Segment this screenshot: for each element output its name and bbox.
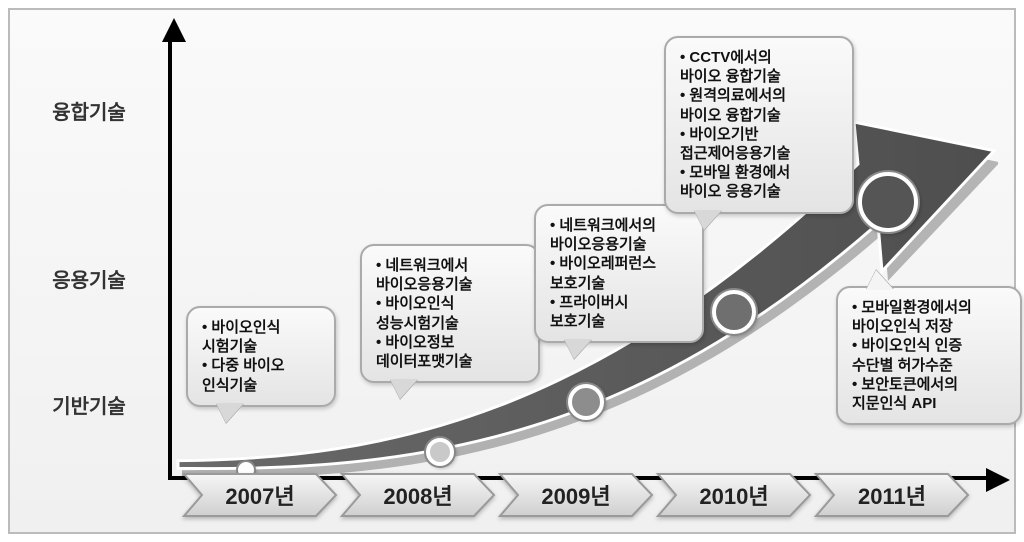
year-label: 2009년 <box>541 479 610 511</box>
bubble-line: 수단별 허가수준 <box>852 357 953 374</box>
bubble-item: 바이오정보데이터포맷기술 <box>376 333 526 371</box>
bubble-line: 원격의료에서의 <box>689 87 786 104</box>
bubble-line: 바이오레퍼런스 <box>559 255 656 272</box>
diagram-frame: 융합기술 응용기술 기반기술 <box>8 8 1016 534</box>
bubble-line: 바이오인식 인증 <box>861 337 962 354</box>
year-chevron: 2009년 <box>498 472 654 518</box>
bubble-list: 네트워크에서바이오응용기술바이오인식성능시험기술바이오정보데이터포맷기술 <box>376 256 526 371</box>
bubble-item: 프라이버시보호기술 <box>550 293 690 331</box>
bubble-list: 모바일환경에서의바이오인식 저장바이오인식 인증수단별 허가수준보안토큰에서의지… <box>852 298 1008 413</box>
category-label: 기반기술 <box>24 372 154 436</box>
bubble-line: 보안토큰에서의 <box>861 376 958 393</box>
bubble-list: 바이오인식시험기술다중 바이오인식기술 <box>202 318 322 395</box>
bubble-item: 바이오기반접근제어응용기술 <box>680 125 840 163</box>
bubble-line: 다중 바이오 <box>211 357 284 374</box>
category-label: 응용기술 <box>24 246 154 310</box>
bubble-line: 인식기술 <box>202 377 257 394</box>
callout-bubble: 네트워크에서의바이오응용기술바이오레퍼런스보호기술프라이버시보호기술 <box>534 204 704 343</box>
curve-node <box>568 384 604 420</box>
y-axis <box>168 40 172 480</box>
bubble-item: 다중 바이오인식기술 <box>202 356 322 394</box>
category-text: 응용기술 <box>52 264 126 293</box>
bubble-item: 바이오인식성능시험기술 <box>376 294 526 332</box>
bubble-item: 보안토큰에서의지문인식 API <box>852 375 1008 413</box>
callout-bubble: 모바일환경에서의바이오인식 저장바이오인식 인증수단별 허가수준보안토큰에서의지… <box>836 286 1022 425</box>
bubble-item: 바이오레퍼런스보호기술 <box>550 254 690 292</box>
bubble-item: 원격의료에서의바이오 융합기술 <box>680 86 840 124</box>
bubble-item: 네트워크에서의바이오응용기술 <box>550 216 690 254</box>
bubble-line: 바이오기반 <box>689 126 758 143</box>
bubble-line: 접근제어응용기술 <box>680 145 790 162</box>
bubble-item: 바이오인식시험기술 <box>202 318 322 356</box>
bubble-line: 보호기술 <box>550 275 605 292</box>
bubble-line: 바이오인식 저장 <box>852 318 953 335</box>
bubble-item: 바이오인식 인증수단별 허가수준 <box>852 336 1008 374</box>
bubble-list: 네트워크에서의바이오응용기술바이오레퍼런스보호기술프라이버시보호기술 <box>550 216 690 331</box>
year-label: 2011년 <box>858 479 926 511</box>
curve-node <box>712 290 756 334</box>
bubble-line: 바이오 융합기술 <box>680 68 781 85</box>
year-label: 2007년 <box>225 479 294 511</box>
bubble-line: 네트워크에서의 <box>559 217 656 234</box>
bubble-line: 시험기술 <box>202 338 257 355</box>
bubble-line: 바이오 응용기술 <box>680 183 781 200</box>
bubble-tail <box>866 270 894 290</box>
bubble-item: CCTV에서의바이오 융합기술 <box>680 48 840 86</box>
year-chevron: 2011년 <box>814 472 970 518</box>
bubble-line: 바이오응용기술 <box>550 236 647 253</box>
bubble-tail <box>216 403 244 423</box>
bubble-tail <box>694 210 722 230</box>
bubble-item: 모바일 환경에서바이오 응용기술 <box>680 163 840 201</box>
bubble-line: 모바일환경에서의 <box>861 299 971 316</box>
curve-node <box>426 438 454 466</box>
bubble-tail <box>390 379 418 399</box>
callout-bubble: 네트워크에서바이오응용기술바이오인식성능시험기술바이오정보데이터포맷기술 <box>360 244 540 383</box>
bubble-list: CCTV에서의바이오 융합기술원격의료에서의바이오 융합기술바이오기반접근제어응… <box>680 48 840 202</box>
bubble-line: 지문인식 API <box>852 395 936 412</box>
category-label: 융합기술 <box>24 78 154 142</box>
year-label: 2008년 <box>383 479 452 511</box>
bubble-line: 바이오응용기술 <box>376 276 473 293</box>
year-chevron: 2008년 <box>340 472 496 518</box>
callout-bubble: CCTV에서의바이오 융합기술원격의료에서의바이오 융합기술바이오기반접근제어응… <box>664 36 854 214</box>
bubble-line: 바이오인식 <box>385 295 454 312</box>
year-chevron: 2007년 <box>182 472 338 518</box>
bubble-line: CCTV에서의 <box>689 49 771 66</box>
bubble-line: 성능시험기술 <box>376 315 459 332</box>
bubble-line: 바이오정보 <box>385 334 454 351</box>
bubble-tail <box>564 339 592 359</box>
callout-bubble: 바이오인식시험기술다중 바이오인식기술 <box>186 306 336 407</box>
bubble-line: 바이오 융합기술 <box>680 107 781 124</box>
bubble-line: 프라이버시 <box>559 294 628 311</box>
curve-node <box>858 172 918 232</box>
bubble-line: 데이터포맷기술 <box>376 353 473 370</box>
category-text: 융합기술 <box>52 96 126 125</box>
bubble-line: 바이오인식 <box>211 319 280 336</box>
year-label: 2010년 <box>699 479 768 511</box>
year-chevron: 2010년 <box>656 472 812 518</box>
bubble-item: 네트워크에서바이오응용기술 <box>376 256 526 294</box>
bubble-line: 네트워크에서 <box>385 257 468 274</box>
category-text: 기반기술 <box>52 390 126 419</box>
bubble-item: 모바일환경에서의바이오인식 저장 <box>852 298 1008 336</box>
year-axis: 2007년 2008년 2009년 2010년 2011년 <box>182 472 1002 518</box>
bubble-line: 보호기술 <box>550 313 605 330</box>
bubble-line: 모바일 환경에서 <box>689 164 790 181</box>
